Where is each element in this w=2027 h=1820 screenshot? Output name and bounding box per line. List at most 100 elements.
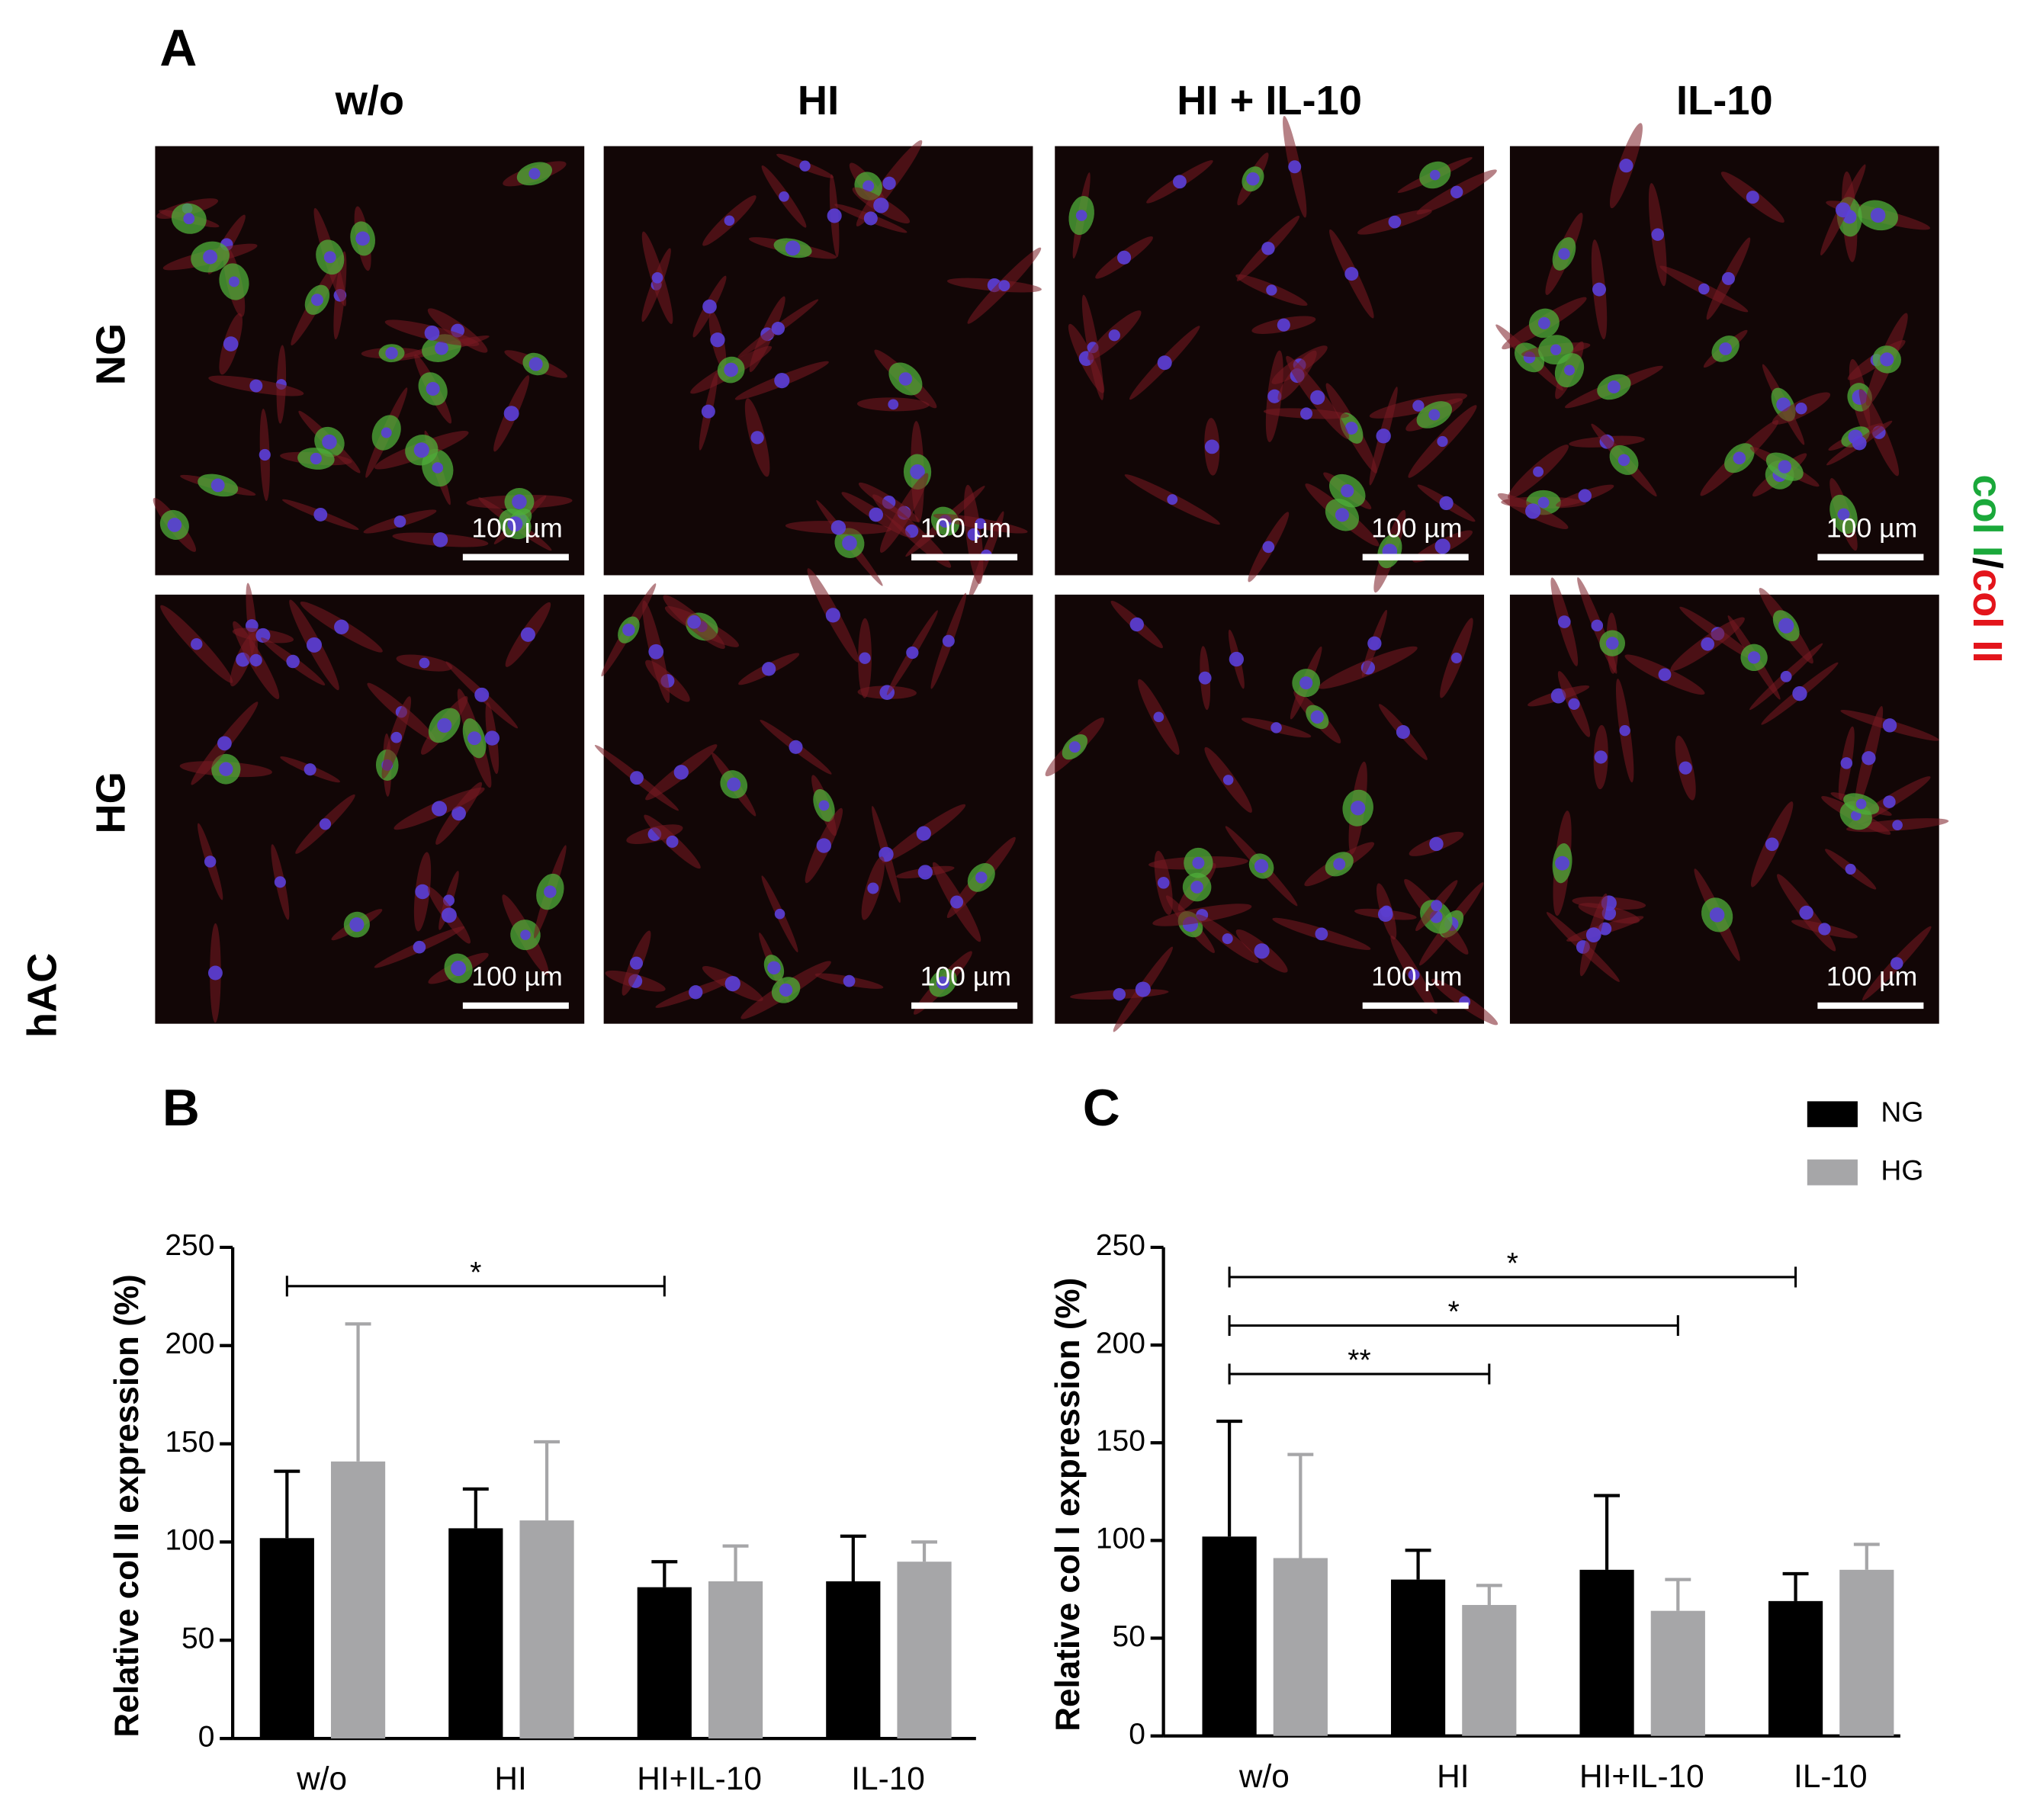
nucleus [863,211,878,226]
nucleus [701,404,715,419]
scale-bar-label: 100 µm [471,513,562,544]
micrograph [1509,577,1949,1024]
bar [1650,1610,1705,1736]
nucleus [1344,422,1358,435]
nucleus [219,762,233,776]
nucleus [1678,761,1692,775]
nucleus [323,251,336,264]
nucleus [1367,636,1382,651]
nucleus [203,249,218,265]
nucleus [474,687,490,702]
nucleus [1778,618,1794,634]
nucleus [223,336,239,351]
nucleus [1229,651,1244,667]
nucleus [869,507,884,522]
nucleus [435,341,448,355]
nucleus [818,800,830,811]
nucleus [1310,390,1325,405]
nucleus [1333,858,1346,871]
y-tick-label: 100 [1096,1523,1145,1555]
nucleus [1388,215,1402,229]
nucleus [1198,671,1212,685]
y-tick-label: 50 [1113,1620,1145,1653]
micrograph [155,583,585,1024]
nucleus [204,855,217,868]
error-bar [911,1540,937,1562]
nucleus [1880,352,1894,367]
nucleus [1190,881,1203,894]
nucleus [1701,637,1715,651]
error-bar [840,1534,866,1581]
nucleus [629,956,644,970]
error-bar [1287,1452,1314,1558]
nucleus [413,940,426,954]
error-bar [1594,1494,1621,1570]
y-tick-label: 0 [1129,1718,1145,1751]
significance-label: * [470,1257,481,1289]
nucleus [167,518,182,532]
nucleus [451,806,466,821]
nucleus [651,271,663,284]
nucleus [249,379,263,393]
y-tick-label: 250 [1096,1229,1145,1262]
nucleus [689,985,703,1000]
nucleus [816,838,832,853]
nucleus [1882,718,1897,733]
nucleus [451,961,467,977]
stain-label: col II [1964,569,2010,663]
y-tick-label: 200 [1096,1327,1145,1359]
x-tick-label: HI [1437,1758,1469,1794]
micrograph [1495,123,1939,576]
nucleus [1892,820,1903,830]
nucleus [1434,538,1450,554]
nucleus [648,644,664,660]
nucleus [1550,344,1562,355]
nucleus [1412,400,1425,412]
bar [708,1581,763,1739]
nucleus [1719,342,1733,355]
nucleus [390,731,403,743]
nucleus [1883,795,1896,808]
nucleus [349,917,365,932]
nucleus [1267,389,1282,403]
bar [1273,1558,1328,1736]
nucleus [916,826,931,841]
column-header: HI + IL-10 [1177,78,1362,124]
nucleus [1376,429,1391,444]
nucleus [520,627,535,642]
nucleus [888,399,899,410]
nucleus [1429,169,1441,181]
error-bar [1853,1542,1880,1570]
nucleus [1288,160,1302,174]
nucleus [1167,494,1178,505]
significance-label: * [1507,1247,1518,1280]
nucleus [1870,207,1886,223]
nucleus [975,871,988,884]
x-tick-label: IL-10 [851,1761,925,1796]
error-bar [1216,1419,1243,1537]
nucleus [528,168,541,180]
nucleus [1299,407,1313,420]
nucleus [419,657,430,669]
nucleus [774,908,785,920]
nucleus [1733,451,1746,465]
nucleus [426,381,440,396]
nucleus [1108,329,1120,342]
nucleus [1429,836,1444,852]
scale-bar-label: 100 µm [1371,961,1462,992]
scale-bar-label: 100 µm [471,961,562,992]
nucleus [437,717,452,733]
stain-label: col I [1964,474,2010,557]
bar [519,1520,574,1739]
nucleus [1277,318,1290,332]
nucleus [789,740,803,754]
nucleus [1129,617,1144,632]
nucleus [1335,508,1349,522]
nucleus [1270,722,1282,733]
nucleus [1568,698,1580,711]
micrograph [1055,116,1497,593]
side-label: hAC [20,953,66,1038]
nucleus [431,801,448,817]
nucleus [1658,668,1672,682]
nucleus [967,528,980,541]
